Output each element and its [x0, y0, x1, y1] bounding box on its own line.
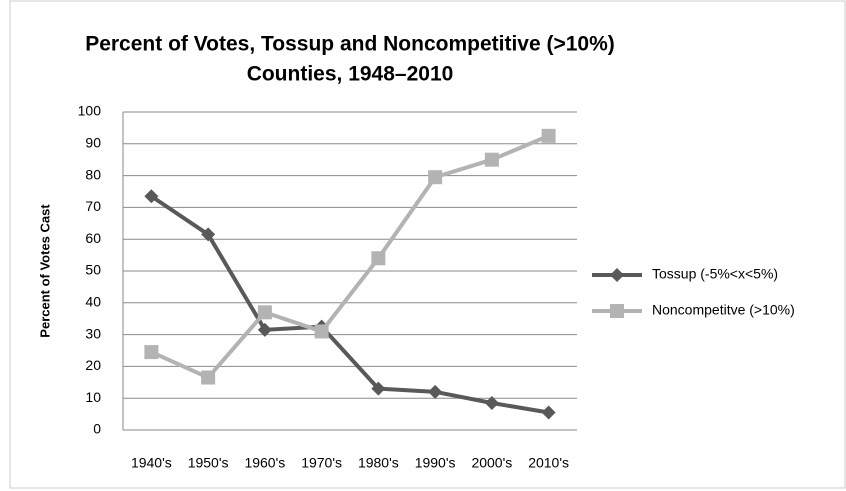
- y-tick-label: 20: [85, 357, 101, 373]
- y-tick-label: 10: [85, 389, 101, 405]
- data-point: [610, 268, 624, 282]
- data-point: [257, 305, 272, 320]
- data-point: [201, 370, 216, 385]
- data-point: [371, 381, 386, 396]
- y-tick-label: 80: [85, 166, 101, 182]
- x-tick-label: 2010's: [528, 455, 569, 471]
- legend-label: Tossup (-5%<x<5%): [652, 266, 778, 282]
- data-point: [314, 324, 329, 339]
- chart-title: Percent of Votes, Tossup and Noncompetit…: [85, 33, 615, 56]
- x-tick-label: 1950's: [188, 455, 229, 471]
- y-tick-label: 100: [78, 103, 102, 119]
- y-tick-label: 40: [85, 294, 101, 310]
- data-point: [610, 304, 624, 318]
- legend-label: Noncompetitve (>10%): [652, 302, 795, 318]
- data-point: [144, 189, 159, 204]
- series-line: [150, 134, 550, 380]
- data-point: [144, 345, 159, 360]
- data-point: [257, 322, 272, 337]
- x-tick-label: 1990's: [415, 455, 456, 471]
- data-point: [201, 227, 216, 242]
- data-point: [484, 152, 499, 167]
- x-tick-label: 2000's: [471, 455, 512, 471]
- y-tick-label: 30: [85, 325, 101, 341]
- y-tick-label: 50: [85, 262, 101, 278]
- y-axis-label: Percent of Votes Cast: [37, 204, 52, 338]
- chart-title: Counties, 1948–2010: [247, 63, 454, 86]
- x-tick-label: 1960's: [244, 455, 285, 471]
- data-point: [484, 395, 499, 410]
- chart-border: [9, 0, 846, 489]
- y-tick-label: 60: [85, 230, 101, 246]
- series-line: [150, 194, 549, 415]
- x-tick-label: 1940's: [131, 455, 172, 471]
- data-point: [428, 170, 443, 185]
- y-tick-label: 0: [93, 421, 101, 437]
- data-point: [541, 128, 556, 143]
- data-point: [428, 384, 443, 399]
- y-tick-label: 70: [85, 198, 101, 214]
- x-tick-label: 1980's: [358, 455, 399, 471]
- y-tick-label: 90: [85, 135, 101, 151]
- x-tick-label: 1970's: [301, 455, 342, 471]
- data-point: [541, 405, 556, 420]
- data-point: [371, 251, 386, 266]
